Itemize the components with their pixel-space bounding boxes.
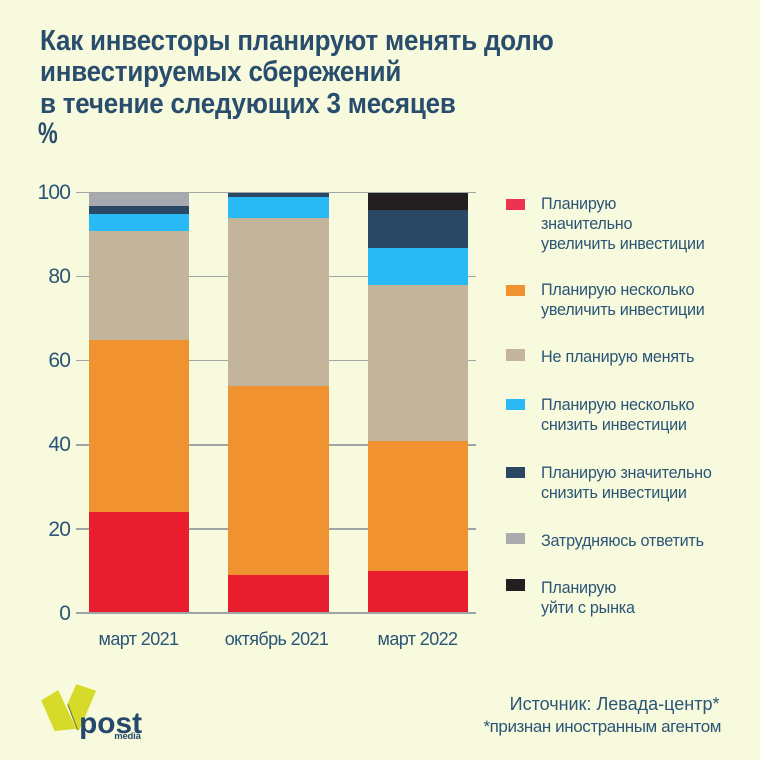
- svg-text:post: post: [79, 707, 142, 740]
- svg-text:media: media: [114, 731, 141, 742]
